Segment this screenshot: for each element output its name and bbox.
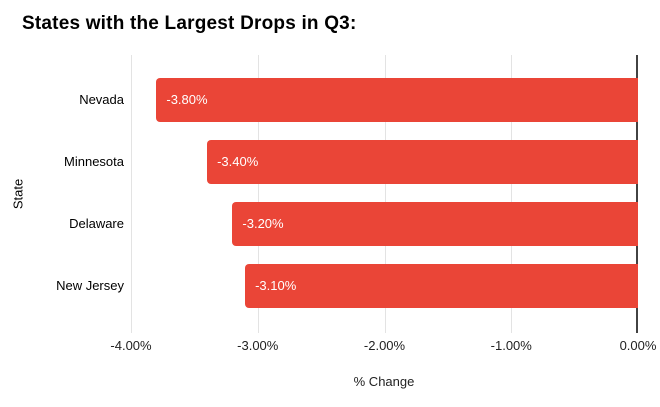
- zero-axis-line: [636, 55, 638, 333]
- bar-delaware[interactable]: -3.20%: [232, 202, 638, 246]
- bar-minnesota[interactable]: -3.40%: [207, 140, 638, 184]
- bar-row: Delaware -3.20%: [69, 193, 638, 255]
- gridline: [131, 55, 132, 333]
- x-tick-label: -2.00%: [363, 338, 406, 353]
- y-axis-title: State: [10, 178, 26, 210]
- category-label: Delaware: [69, 216, 124, 231]
- gridline: [384, 55, 386, 333]
- category-label: Nevada: [79, 92, 124, 107]
- bar-nevada[interactable]: -3.80%: [156, 78, 638, 122]
- plot-area: Nevada -3.80% Minnesota -3.40% Delaware …: [56, 55, 638, 333]
- x-tick-label: -1.00%: [490, 338, 532, 353]
- bar-row: New Jersey -3.10%: [56, 255, 638, 317]
- category-label: New Jersey: [56, 278, 124, 293]
- bar-new-jersey[interactable]: -3.10%: [245, 264, 638, 308]
- x-axis-title: % Change: [353, 374, 415, 389]
- bar-row: Nevada -3.80%: [79, 69, 638, 131]
- gridline: [257, 55, 259, 333]
- x-tick-label: -3.00%: [237, 338, 279, 353]
- bar-row: Minnesota -3.40%: [64, 131, 638, 193]
- gridline: [511, 55, 513, 333]
- category-label: Minnesota: [64, 154, 124, 169]
- bar-value-label: -3.10%: [255, 278, 297, 293]
- bar-value-label: -3.20%: [242, 216, 284, 231]
- chart-title: States with the Largest Drops in Q3:: [22, 13, 357, 34]
- x-tick-label: -4.00%: [110, 338, 152, 353]
- bar-value-label: -3.80%: [166, 92, 208, 107]
- x-tick-label: 0.00%: [619, 338, 657, 353]
- bar-value-label: -3.40%: [217, 154, 259, 169]
